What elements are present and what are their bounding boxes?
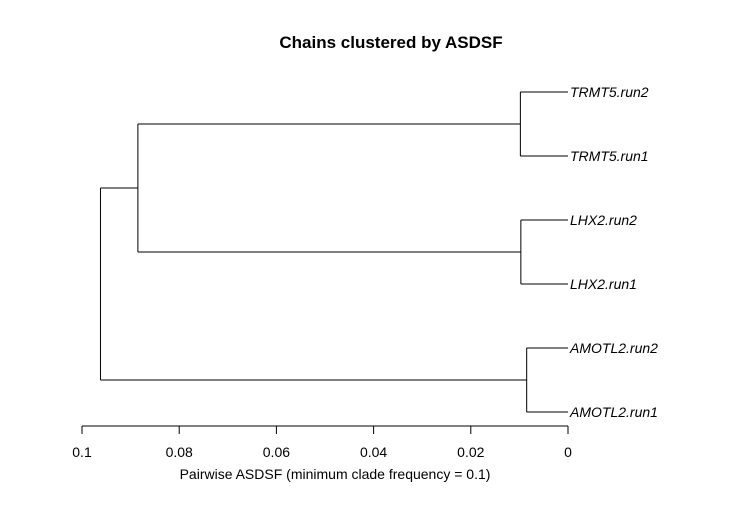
x-tick-label: 0.08 xyxy=(166,444,193,460)
x-tick-label: 0.06 xyxy=(263,444,290,460)
x-tick-label: 0.1 xyxy=(72,444,92,460)
x-axis-ticks: 0.1 0.08 0.06 0.04 0.02 0 xyxy=(72,426,572,460)
x-axis: 0.1 0.08 0.06 0.04 0.02 0 xyxy=(72,425,572,460)
leaf-labels: TRMT5.run2 TRMT5.run1 LHX2.run2 LHX2.run1 AM… xyxy=(569,84,658,420)
x-axis-label: Pairwise ASDSF (minimum clade frequency … xyxy=(180,466,491,482)
x-tick-label: 0.04 xyxy=(360,444,387,460)
leaf-label: TRMT5.run1 xyxy=(570,148,649,164)
leaf-label: TRMT5.run2 xyxy=(570,84,649,100)
leaf-label: AMOTL2.run1 xyxy=(569,404,658,420)
x-tick-label: 0 xyxy=(564,444,572,460)
leaf-label: AMOTL2.run2 xyxy=(569,340,658,356)
x-tick-label: 0.02 xyxy=(457,444,484,460)
leaf-label: LHX2.run1 xyxy=(570,276,637,292)
dendrogram-branches xyxy=(99,91,568,413)
chart-title: Chains clustered by ASDSF xyxy=(279,33,502,52)
leaf-label: LHX2.run2 xyxy=(570,212,637,228)
